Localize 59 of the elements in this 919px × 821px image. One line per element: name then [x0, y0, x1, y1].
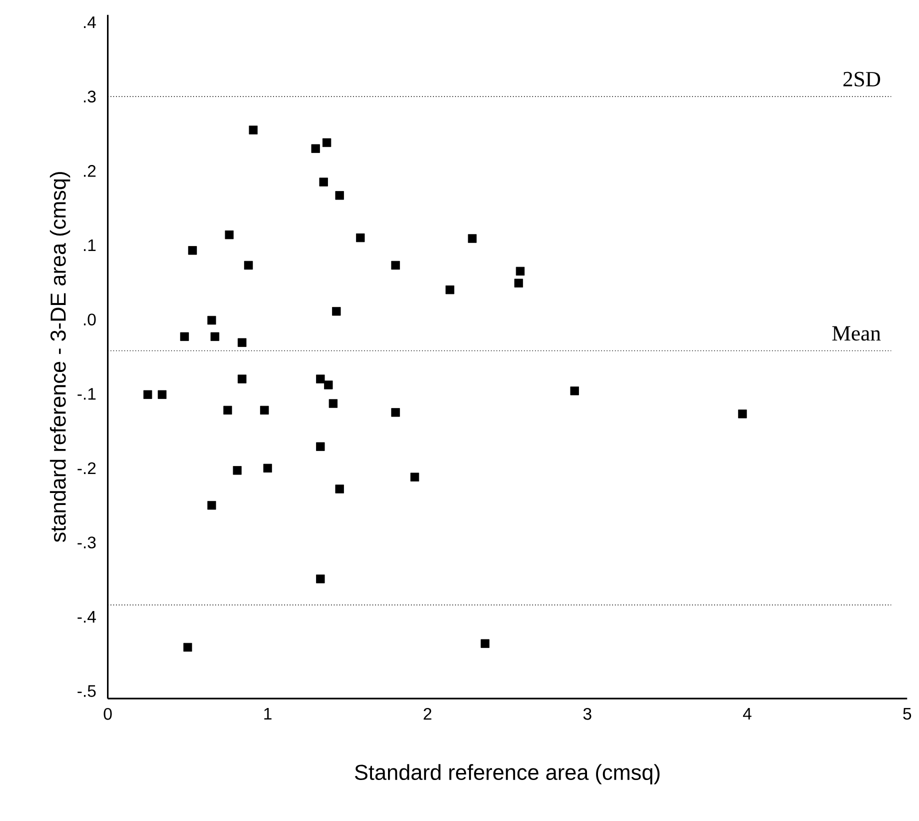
point: [335, 484, 344, 494]
point: [316, 574, 325, 584]
y-tick-label: .1: [84, 239, 96, 251]
point: [468, 234, 477, 243]
point: [207, 500, 216, 510]
y-tick-label: -.4: [78, 611, 96, 623]
point: [238, 338, 246, 347]
x-tick-label: 3: [583, 708, 592, 720]
point: [180, 332, 189, 341]
x-tick-label: 0: [104, 708, 112, 720]
y-tick-label: .2: [84, 165, 96, 177]
point: [516, 266, 525, 276]
ref-line-label: Mean: [832, 326, 881, 341]
point: [335, 191, 344, 200]
point: [207, 316, 216, 325]
x-tick-label: 1: [264, 708, 272, 720]
point: [570, 386, 579, 396]
x-tick-label: 4: [743, 708, 752, 720]
point: [248, 126, 258, 134]
x-tick-label: 2: [424, 708, 432, 720]
x-tick-label: 5: [903, 708, 912, 720]
point: [514, 278, 524, 288]
y-tick-label: -.5: [78, 685, 96, 697]
point: [356, 233, 365, 242]
point: [322, 138, 332, 147]
point: [738, 410, 747, 418]
y-axis-title: standard reference - 3-DE area (cmsq): [50, 172, 70, 542]
y-tick-label: -.3: [78, 536, 96, 548]
point: [223, 406, 232, 415]
point: [183, 642, 192, 652]
point: [238, 374, 246, 384]
point: [316, 442, 325, 451]
point: [263, 464, 272, 472]
point: [328, 399, 338, 408]
point: [224, 230, 234, 240]
x-axis-title: Standard reference area (cmsq): [354, 764, 660, 784]
point: [311, 144, 320, 153]
point: [446, 285, 454, 294]
y-tick-label: -.1: [78, 388, 96, 400]
point: [232, 466, 242, 475]
point: [332, 306, 341, 316]
point: [480, 639, 490, 648]
point: [143, 390, 152, 399]
point: [158, 390, 166, 399]
point: [391, 260, 400, 270]
y-tick-label: .4: [84, 16, 96, 28]
point: [316, 374, 325, 384]
y-tick-label: .0: [84, 314, 96, 326]
point: [324, 380, 333, 390]
point: [410, 472, 420, 482]
point: [188, 246, 197, 255]
point: [391, 408, 400, 417]
point: [210, 332, 220, 341]
y-tick-label: .3: [84, 90, 96, 102]
point: [319, 178, 328, 186]
y-tick-label: -.2: [78, 462, 96, 474]
point: [244, 260, 253, 270]
point: [260, 406, 269, 415]
ref-line-label: 2SD: [843, 72, 880, 86]
